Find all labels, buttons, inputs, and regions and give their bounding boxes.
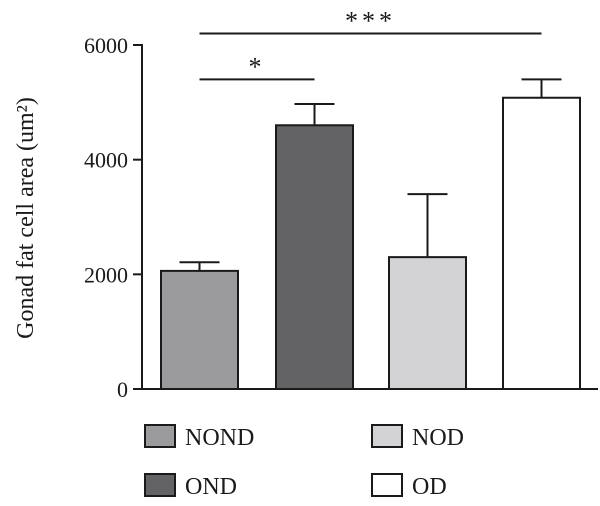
legend-label-nond: NOND <box>185 425 254 451</box>
significance-label: * <box>249 52 266 81</box>
legend: NOND NOD OND OD <box>144 424 464 500</box>
legend-label-nod: NOD <box>412 425 464 451</box>
legend-swatch-od <box>371 473 403 497</box>
legend-swatch-nond <box>144 424 176 448</box>
y-tick-label: 4000 <box>84 148 128 173</box>
legend-label-od: OD <box>412 474 447 500</box>
y-tick-label: 2000 <box>84 262 128 287</box>
bar-ond <box>275 124 354 391</box>
legend-label-ond: OND <box>185 474 237 500</box>
bar-nod <box>388 256 467 390</box>
y-tick-label: 6000 <box>84 33 128 58</box>
legend-swatch-nod <box>371 424 403 448</box>
legend-swatch-ond <box>144 473 176 497</box>
significance-label: *** <box>345 7 396 36</box>
bar-nond <box>160 269 239 391</box>
bars <box>160 78 581 391</box>
y-axis-label: Gonad fat cell area (um²) <box>13 97 39 339</box>
bar-od <box>502 96 581 390</box>
y-tick-label: 0 <box>117 377 128 402</box>
significance-markers: **** <box>199 7 542 81</box>
